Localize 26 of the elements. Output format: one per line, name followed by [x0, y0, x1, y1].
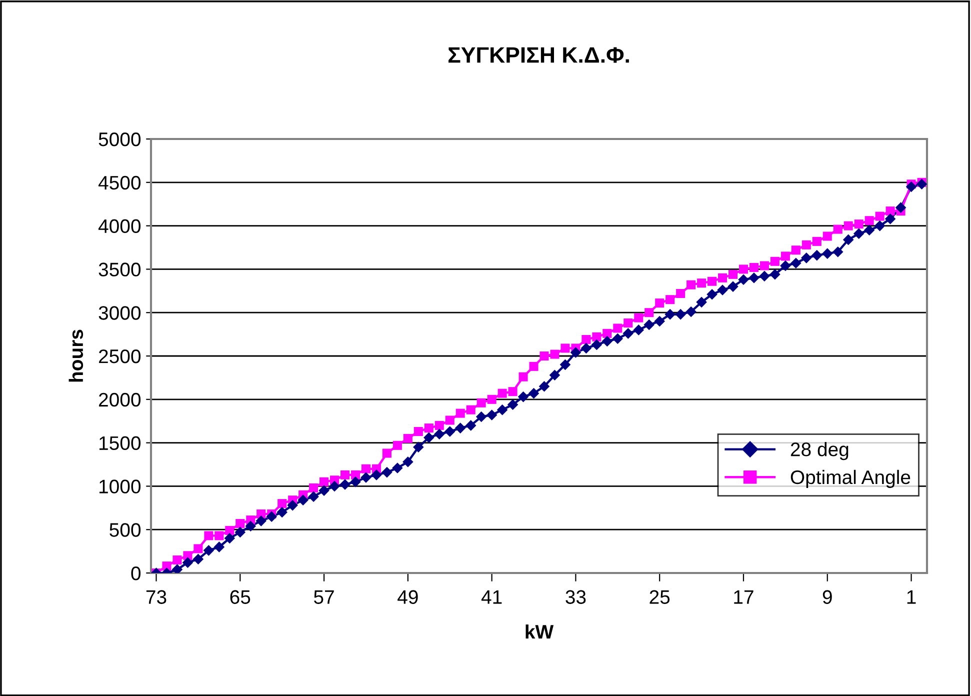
x-axis-title: kW — [526, 624, 554, 639]
y-tick-label: 2000 — [99, 392, 141, 407]
legend-label: 28 deg — [790, 442, 848, 460]
y-tick-label: 0 — [131, 566, 141, 580]
legend-label: Optimal Angle — [790, 470, 910, 488]
y-tick-label: 1500 — [100, 436, 141, 450]
x-tick-label: 65 — [230, 590, 250, 604]
x-tick-label: 49 — [398, 590, 418, 604]
x-tick-label: 9 — [822, 590, 832, 604]
x-tick-label: 41 — [481, 590, 502, 604]
x-tick-label: 73 — [146, 590, 166, 604]
y-tick-label: 4000 — [98, 219, 141, 234]
y-tick-label: 2500 — [99, 349, 141, 364]
x-tick-label: 17 — [734, 590, 754, 604]
y-axis-title: hours — [68, 330, 84, 382]
y-tick-label: 5000 — [98, 132, 141, 146]
x-tick-label: 25 — [650, 590, 670, 604]
chart-title: ΣΥΓΚΡΙΣΗ Κ.Δ.Φ. — [448, 47, 629, 63]
y-tick-label: 500 — [110, 523, 141, 537]
y-tick-label: 3500 — [98, 262, 141, 276]
y-tick-label: 4500 — [98, 176, 141, 190]
x-tick-label: 33 — [566, 590, 586, 604]
x-tick-label: 1 — [907, 590, 916, 604]
y-tick-label: 1000 — [100, 480, 141, 494]
y-tick-label: 3000 — [98, 306, 141, 320]
x-tick-label: 57 — [314, 590, 334, 604]
